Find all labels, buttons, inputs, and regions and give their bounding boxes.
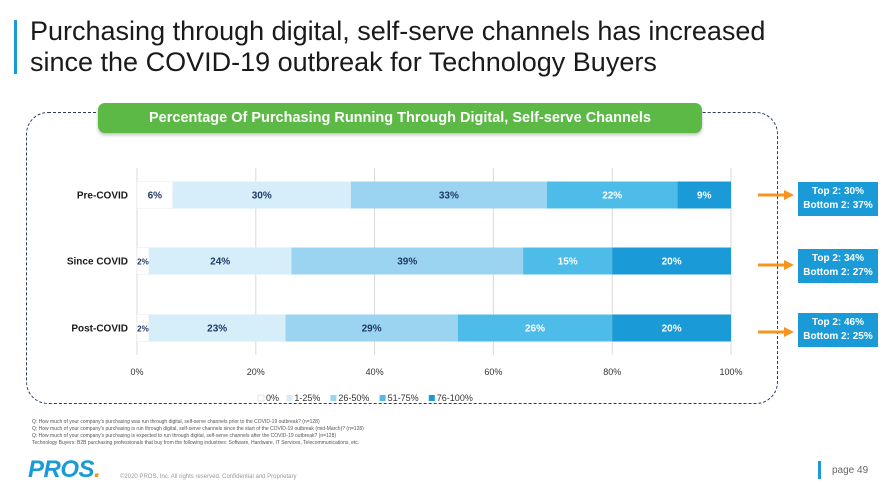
data-label: 9% (697, 191, 712, 202)
bar-segment (148, 314, 286, 342)
callout-top2: Top 2: 46% (811, 317, 865, 328)
note-line: Technology Buyers: B2B purchasing profes… (32, 440, 360, 446)
page-number: page 49 (832, 465, 869, 476)
legend-swatch (257, 394, 265, 402)
arrow-icon (784, 260, 794, 270)
bar-segment (612, 314, 731, 342)
bar-segment (523, 247, 613, 275)
bar-segment (148, 247, 292, 275)
data-label: 29% (362, 324, 382, 335)
bar-segment (136, 181, 173, 209)
legend-label: 76-100% (437, 393, 473, 403)
legend-swatch (379, 395, 386, 401)
callout-top2: Top 2: 34% (811, 253, 865, 264)
callout-bottom2: Bottom 2: 25% (803, 331, 873, 342)
survey-notes: Q: How much of your company's purchasing… (32, 419, 364, 447)
legend-label: 0% (266, 393, 279, 403)
data-label: 24% (210, 257, 230, 268)
chart-banner: Percentage Of Purchasing Running Through… (98, 103, 702, 133)
pros-logo: PROS. (28, 456, 101, 484)
callout-top2: Top 2: 30% (811, 186, 865, 197)
category-label: Since COVID (67, 257, 128, 268)
bar-segment (285, 314, 458, 342)
legend-label: 26-50% (338, 393, 369, 403)
data-label: 22% (602, 191, 622, 202)
page-title-line1: Purchasing through digital, self-serve c… (30, 16, 766, 46)
arrow-icon (784, 190, 794, 200)
data-label: 20% (662, 324, 682, 335)
page-title-line2: since the COVID-19 outbreak for Technolo… (30, 47, 657, 77)
page-accent-bar (818, 461, 821, 479)
data-label: 23% (207, 324, 227, 335)
x-tick-label: 0% (130, 367, 143, 377)
x-tick-label: 60% (484, 367, 502, 377)
note-line: Q: How much of your company's purchasing… (32, 426, 364, 432)
legend-swatch (330, 395, 337, 401)
bar-segment (677, 181, 731, 209)
page-title: Purchasing through digital, self-serve c… (30, 16, 765, 78)
data-label: 20% (662, 257, 682, 268)
category-label: Pre-COVID (77, 191, 128, 202)
x-tick-label: 80% (603, 367, 621, 377)
callout-since-covid: Top 2: 34% Bottom 2: 27% (798, 249, 878, 283)
category-label: Post-COVID (71, 324, 128, 335)
bar-segment (546, 181, 678, 209)
x-tick-label: 100% (719, 367, 742, 377)
callout-bottom2: Bottom 2: 27% (803, 267, 873, 278)
arrow-icon (784, 327, 794, 337)
note-line: Q: How much of your company's purchasing… (32, 433, 337, 439)
callout-pre-covid: Top 2: 30% Bottom 2: 37% (798, 182, 878, 216)
data-label: 2% (137, 258, 149, 267)
bar-segment (612, 247, 731, 275)
legend-swatch (428, 395, 435, 401)
bar-segment (172, 181, 351, 209)
data-label: 6% (148, 191, 163, 202)
legend-label: 51-75% (388, 393, 419, 403)
data-label: 30% (252, 191, 272, 202)
logo-dot: . (94, 456, 101, 483)
note-line: Q: How much of your company's purchasing… (32, 419, 320, 425)
data-label: 39% (397, 257, 417, 268)
legend-label: 1-25% (294, 393, 320, 403)
data-label: 26% (525, 324, 545, 335)
title-accent-bar (14, 20, 17, 74)
x-tick-label: 40% (366, 367, 384, 377)
x-tick-label: 20% (247, 367, 265, 377)
data-label: 33% (439, 191, 459, 202)
logo-text: PROS (28, 456, 95, 483)
legend-swatch (286, 395, 293, 401)
data-label: 15% (558, 257, 578, 268)
bar-segment (291, 247, 524, 275)
copyright: ©2020 PROS, Inc. All rights reserved. Co… (120, 474, 297, 480)
callout-post-covid: Top 2: 46% Bottom 2: 25% (798, 313, 878, 347)
bar-segment (350, 181, 547, 209)
callout-bottom2: Bottom 2: 37% (803, 200, 873, 211)
bar-segment (457, 314, 613, 342)
data-label: 2% (137, 325, 149, 334)
